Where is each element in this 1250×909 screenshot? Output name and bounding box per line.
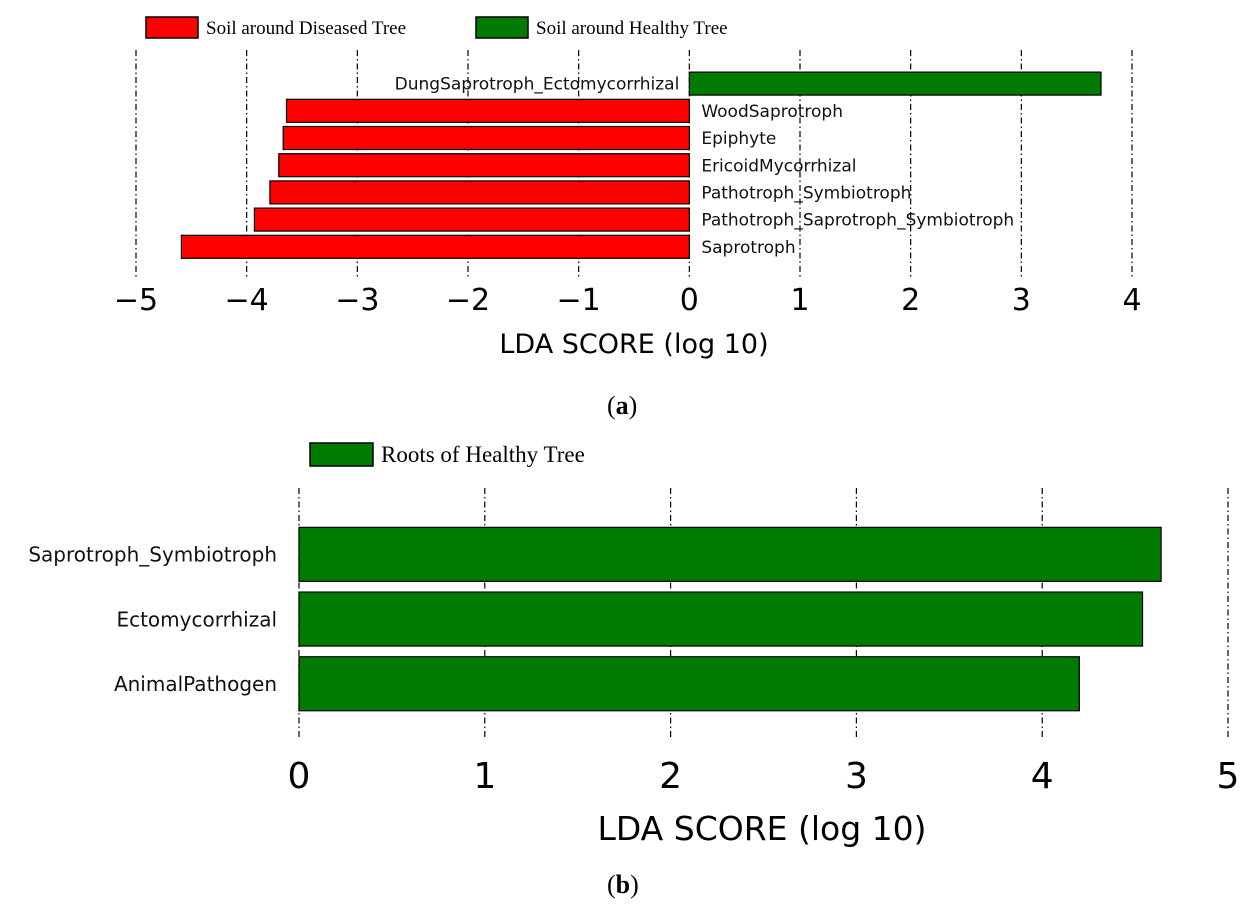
panel-a-label: a xyxy=(615,391,629,420)
panel-a-tick-label-7: 2 xyxy=(901,283,920,318)
panel-a-bar-6 xyxy=(180,234,690,259)
panel-b-x-axis-title: LDA SCORE (log 10) xyxy=(597,809,926,848)
panel-b-tick-label-1: 1 xyxy=(473,756,496,797)
panel-b-tick-label-0: 0 xyxy=(288,756,311,797)
panel-a-tick-label-5: 0 xyxy=(680,283,699,318)
panel-b-chart: Roots of Healthy Tree Saprotroph_Symbiotr… xyxy=(28,442,1239,848)
panel-a-tick-label-9: 4 xyxy=(1122,283,1141,318)
panel-a-tick-label-0: −5 xyxy=(114,283,158,318)
panel-b-category-label-1: Ectomycorrhizal xyxy=(116,607,277,631)
panel-a-legend-label-0: Soil around Diseased Tree xyxy=(206,18,406,39)
panel-b-tick-label-5: 5 xyxy=(1217,756,1240,797)
panel-b-label: b xyxy=(615,870,631,899)
panel-a-category-label-4: Pathotroph_Symbiotroph xyxy=(701,184,911,204)
panel-a-category-label-3: EricoidMycorrhizal xyxy=(701,156,856,176)
panel-b-bar-2 xyxy=(298,656,1080,712)
panel-a-category-label-1: WoodSaprotroph xyxy=(701,102,843,122)
panel-a-legend-swatch-0 xyxy=(145,16,199,39)
panel-a-category-label-5: Pathotroph_Saprotroph_Symbiotroph xyxy=(701,211,1014,231)
panel-a-category-label-6: Saprotroph xyxy=(701,238,795,258)
panel-a-tick-label-3: −2 xyxy=(446,283,490,318)
panel-a-bar-5 xyxy=(253,207,690,232)
panel-b-caption: (b) xyxy=(607,870,639,899)
panel-a-tick-label-8: 3 xyxy=(1012,283,1031,318)
panel-b-legend-swatch-0 xyxy=(309,442,374,467)
panel-a-tick-label-1: −4 xyxy=(225,283,269,318)
panel-a-bar-4 xyxy=(269,180,690,205)
panel-a-tick-label-2: −3 xyxy=(335,283,379,318)
panel-b-category-label-0: Saprotroph_Symbiotroph xyxy=(28,543,277,567)
panel-a-legend-label-1: Soil around Healthy Tree xyxy=(536,18,728,39)
panel-a-tick-label-4: −1 xyxy=(557,283,601,318)
panel-a-bar-3 xyxy=(278,153,690,178)
panel-a-tick-label-6: 1 xyxy=(790,283,809,318)
panel-a-category-label-2: Epiphyte xyxy=(701,129,776,149)
panel-a-bar-1 xyxy=(285,98,690,123)
panel-b-bar-1 xyxy=(298,591,1144,647)
panel-a-bar-2 xyxy=(282,125,690,151)
panel-b-bar-0 xyxy=(298,526,1162,582)
panel-a-category-label-0: DungSaprotroph_Ectomycorrhizal xyxy=(395,75,680,95)
panel-b-tick-label-4: 4 xyxy=(1031,756,1054,797)
panel-a-bar-0 xyxy=(688,71,1102,96)
panel-a-legend-swatch-1 xyxy=(475,16,529,39)
panel-a-x-axis-title: LDA SCORE (log 10) xyxy=(499,329,768,360)
panel-b-tick-label-3: 3 xyxy=(845,756,868,797)
panel-a-chart: Soil around Diseased Tree Soil around Hea… xyxy=(114,16,1142,360)
panel-b-legend-label-0: Roots of Healthy Tree xyxy=(381,442,585,467)
panel-a-caption: (a) xyxy=(607,391,638,420)
panel-b-category-label-2: AnimalPathogen xyxy=(114,672,277,696)
panel-b-tick-label-2: 2 xyxy=(659,756,682,797)
